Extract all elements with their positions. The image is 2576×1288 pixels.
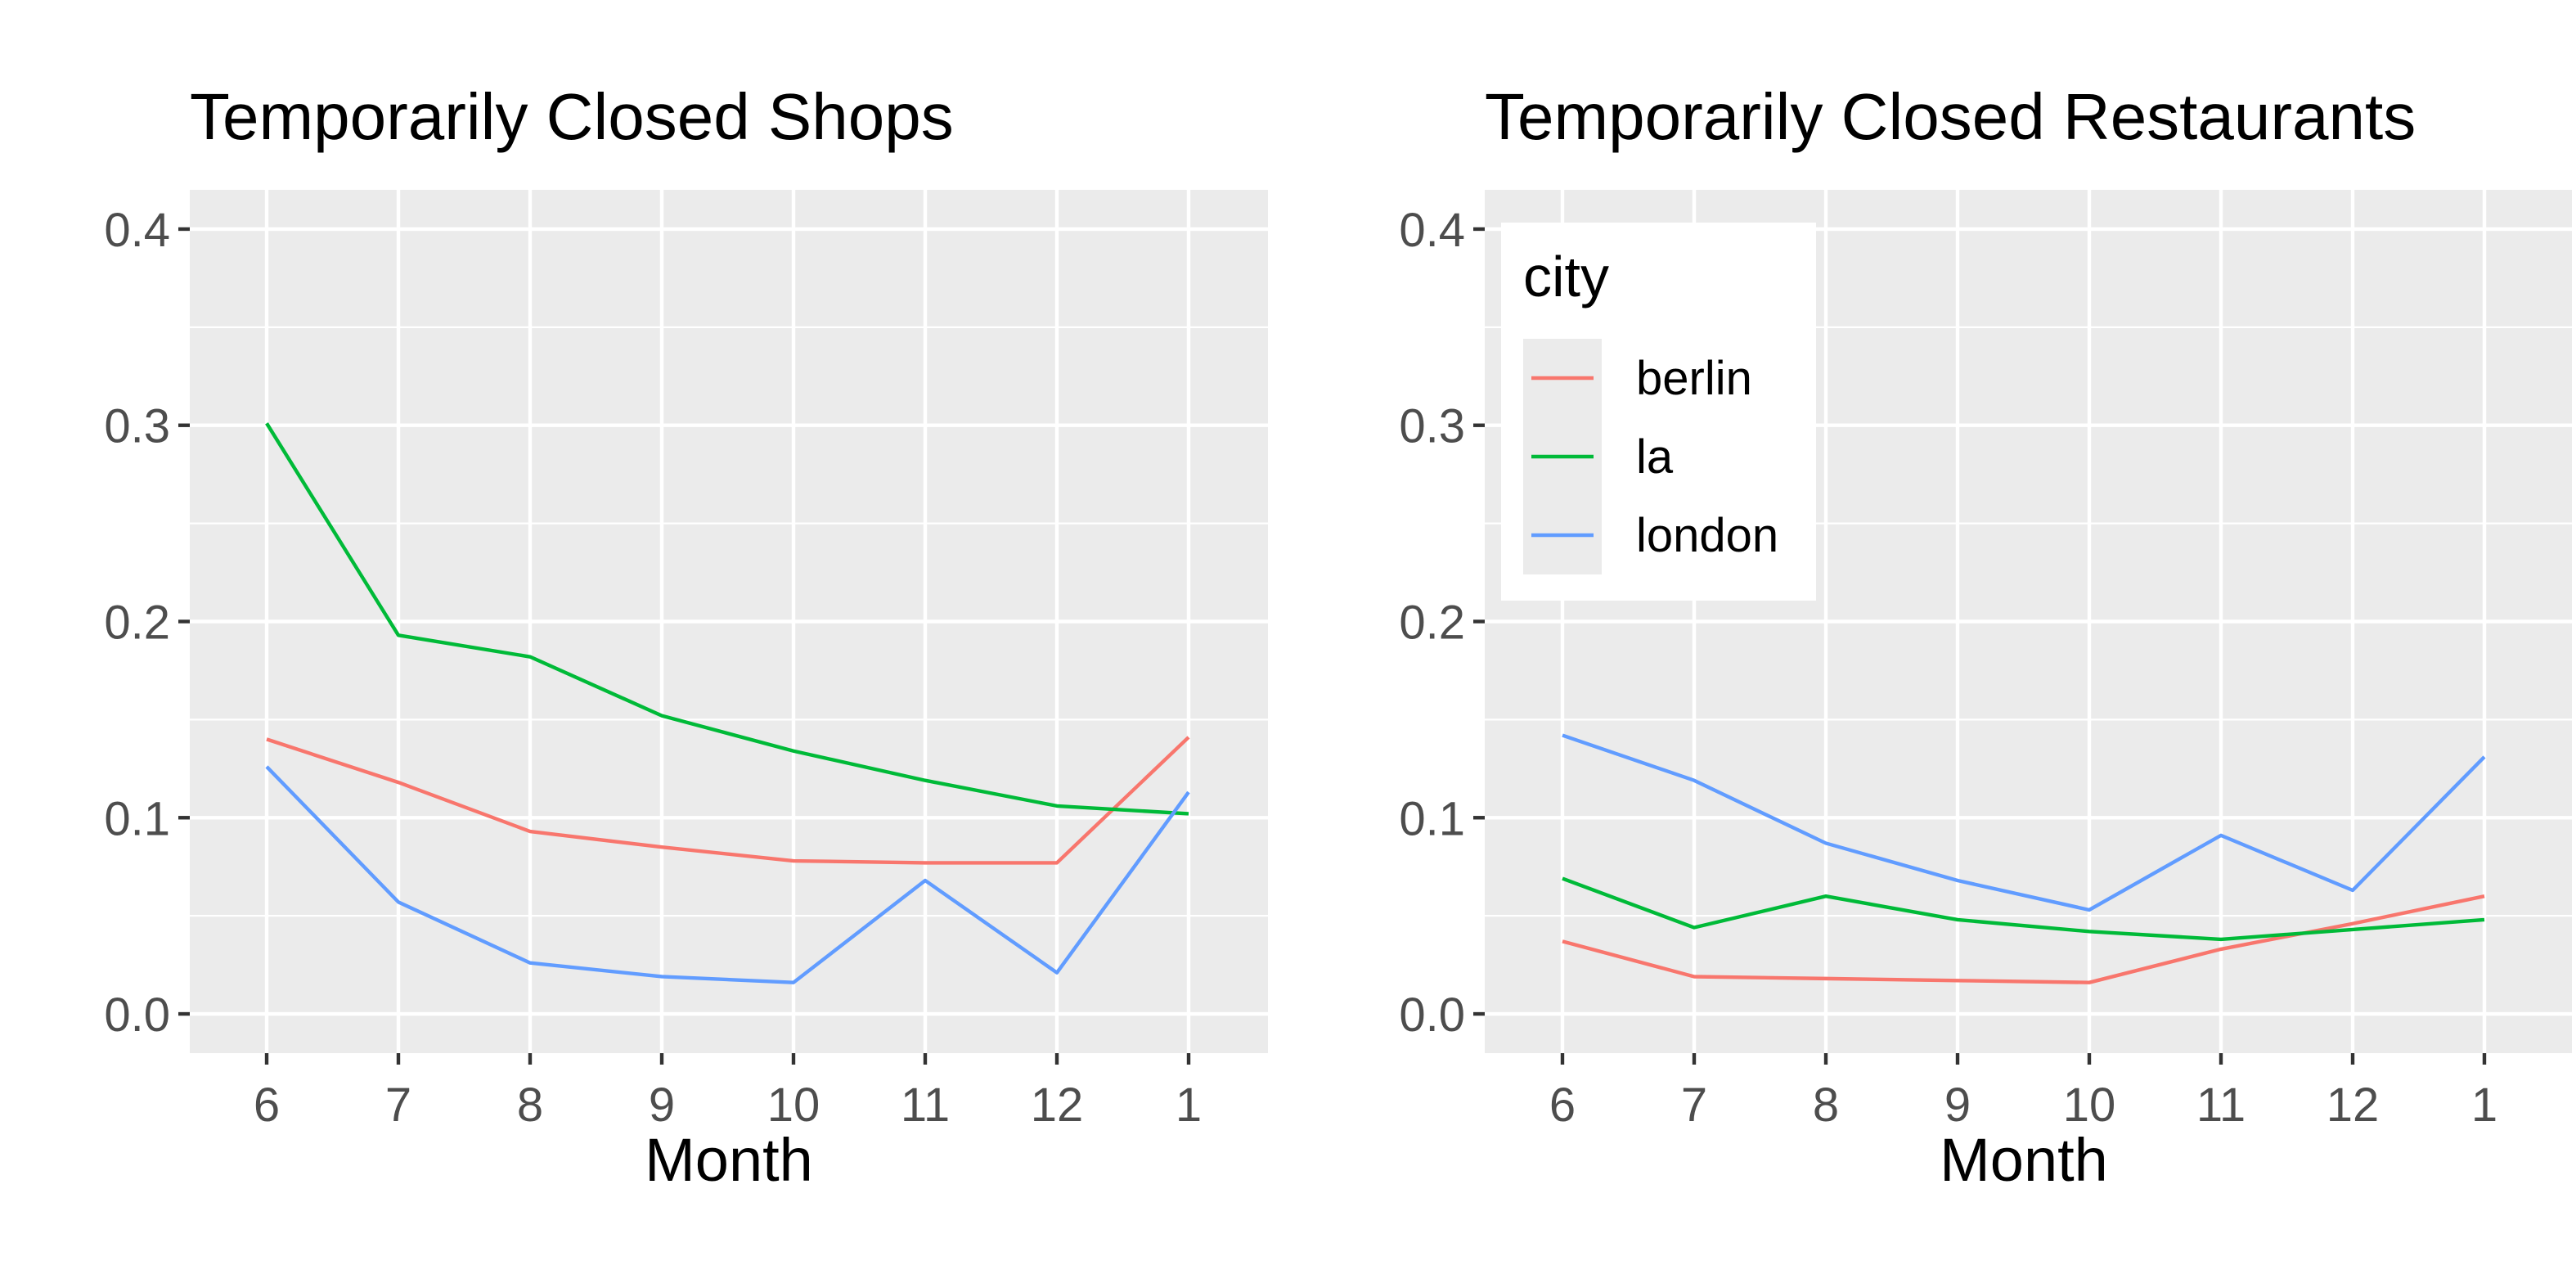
x-tick-label: 1: [2471, 1079, 2497, 1132]
series-line-london: [1562, 733, 2486, 912]
y-tick-label: 0.2: [104, 597, 170, 650]
x-tick-label: 6: [1549, 1079, 1576, 1132]
x-tick-label: 7: [1681, 1079, 1707, 1132]
legend-items: berlin la london: [1523, 339, 1778, 574]
series-line-la: [265, 422, 1189, 816]
x-tick-label: 12: [1031, 1079, 1084, 1132]
y-tick-label: 0.1: [104, 792, 170, 845]
x-tick-label: 9: [1944, 1079, 1971, 1132]
x-tick-label: 7: [385, 1079, 411, 1132]
shops-panel: Temporarily Closed Shops 0.0 0.1 0.2 0.3 0.4…: [104, 80, 1268, 1194]
y-tick-label: 0.0: [1399, 989, 1465, 1042]
x-tick-label: 10: [767, 1079, 820, 1132]
y-axis: 0.0 0.1 0.2 0.3 0.4: [104, 204, 190, 1042]
chart-title: Temporarily Closed Restaurants: [1485, 80, 2416, 153]
y-axis: 0.0 0.1 0.2 0.3 0.4: [1399, 204, 1485, 1042]
legend-title: city: [1523, 245, 1609, 308]
grid-lines: [190, 190, 1268, 1053]
legend-label: berlin: [1636, 352, 1752, 405]
y-tick-label: 0.3: [104, 400, 170, 453]
y-tick-label: 0.3: [1399, 400, 1465, 453]
legend: city berlin la london: [1501, 223, 1816, 601]
x-axis: 6 7 8 9 10 11 12 1: [1549, 1053, 2497, 1132]
series-line-la: [1562, 876, 2485, 942]
x-axis-label: Month: [1940, 1126, 2108, 1194]
x-axis: 6 7 8 9 10 11 12 1: [254, 1053, 1202, 1132]
x-tick-label: 11: [2196, 1079, 2246, 1132]
series-line-berlin: [1562, 894, 2485, 984]
series-lines: [265, 422, 1190, 984]
x-tick-label: 9: [649, 1079, 675, 1132]
legend-label: london: [1636, 509, 1778, 562]
series-line-london: [265, 765, 1190, 984]
y-tick-label: 0.0: [104, 989, 170, 1042]
x-tick-label: 1: [1176, 1079, 1202, 1132]
x-tick-label: 11: [901, 1079, 950, 1132]
y-tick-label: 0.2: [1399, 597, 1465, 650]
x-tick-label: 6: [254, 1079, 280, 1132]
series-line-berlin: [266, 736, 1190, 865]
chart-title: Temporarily Closed Shops: [190, 80, 954, 153]
y-tick-label: 0.4: [104, 204, 170, 257]
y-tick-label: 0.1: [1399, 792, 1465, 845]
x-axis-label: Month: [645, 1126, 813, 1194]
y-tick-label: 0.4: [1399, 204, 1465, 257]
series-lines: [1562, 733, 2486, 984]
x-tick-label: 8: [1813, 1079, 1839, 1132]
x-tick-label: 10: [2063, 1079, 2116, 1132]
legend-label: la: [1636, 430, 1674, 484]
x-tick-label: 12: [2326, 1079, 2380, 1132]
x-tick-label: 8: [517, 1079, 543, 1132]
